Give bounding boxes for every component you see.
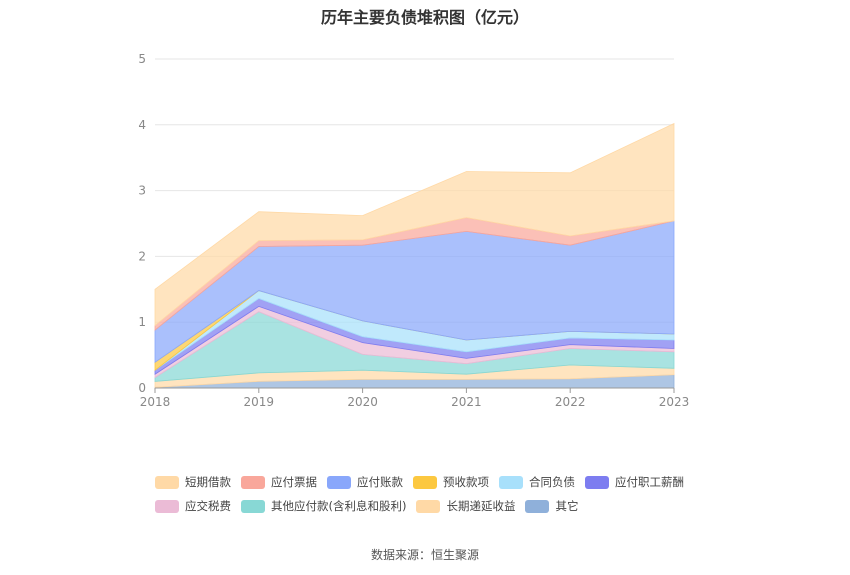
- legend-swatch: [585, 475, 609, 489]
- chart-title: 历年主要负债堆积图（亿元）: [320, 8, 529, 27]
- legend-label: 应付票据: [271, 475, 317, 489]
- legend-item[interactable]: 应交税费: [155, 498, 231, 514]
- legend-label: 其它: [555, 499, 579, 513]
- y-tick-label: 1: [138, 315, 146, 329]
- legend-label: 预收款项: [443, 475, 489, 489]
- legend-item[interactable]: 应付职工薪酬: [585, 474, 684, 490]
- axes: 0 1 2 3 4 5 2018 2019 2020 2021 2022 2023: [138, 52, 689, 409]
- legend-row: 应交税费 其他应付款(含利息和股利) 长期递延收益 其它: [155, 494, 715, 518]
- x-tick-label: 2022: [555, 395, 586, 409]
- data-source-note: 数据来源：恒生聚源: [370, 548, 479, 562]
- legend-swatch: [499, 475, 523, 489]
- legend-swatch: [327, 475, 351, 489]
- legend-swatch: [155, 475, 179, 489]
- legend-label: 应付职工薪酬: [615, 475, 684, 489]
- legend-swatch: [525, 499, 550, 513]
- legend-swatch: [241, 475, 265, 489]
- y-tick-label: 5: [138, 52, 146, 66]
- stacked-area-chart: 0 1 2 3 4 5 2018 2019 2020 2021 2022 2023: [138, 52, 689, 409]
- y-tick-label: 0: [138, 381, 146, 395]
- legend-item[interactable]: 应付票据: [241, 474, 317, 490]
- y-tick-label: 2: [138, 249, 146, 263]
- legend-label: 应付账款: [357, 475, 403, 489]
- legend-item[interactable]: 预收款项: [413, 474, 489, 490]
- legend-swatch: [241, 499, 265, 513]
- area-series-group: [154, 122, 675, 389]
- legend-swatch: [413, 475, 437, 489]
- legend: 短期借款 应付票据 应付账款 预收款项 合同负债 应付职工薪酬 应交税费 其他应付款(含利息…: [155, 470, 715, 518]
- x-tick-label: 2020: [347, 395, 378, 409]
- legend-label: 应交税费: [185, 499, 231, 513]
- y-tick-label: 3: [138, 184, 146, 198]
- legend-item[interactable]: 合同负债: [499, 474, 575, 490]
- legend-item[interactable]: 短期借款: [155, 474, 231, 490]
- x-tick-label: 2023: [659, 395, 690, 409]
- x-tick-label: 2018: [140, 395, 171, 409]
- y-tick-label: 4: [138, 118, 146, 132]
- area-series-短期借款[interactable]: [154, 122, 675, 327]
- legend-label: 长期递延收益: [446, 499, 516, 513]
- legend-swatch: [155, 499, 179, 513]
- legend-label: 其他应付款(含利息和股利): [271, 499, 407, 513]
- legend-swatch: [416, 499, 441, 513]
- legend-item[interactable]: 长期递延收益: [416, 498, 515, 514]
- legend-label: 短期借款: [185, 475, 231, 489]
- legend-item[interactable]: 其他应付款(含利息和股利): [241, 498, 406, 514]
- legend-label: 合同负债: [529, 475, 575, 489]
- legend-item[interactable]: 应付账款: [327, 474, 403, 490]
- x-tick-label: 2021: [451, 395, 482, 409]
- x-tick-label: 2019: [244, 395, 275, 409]
- legend-row: 短期借款 应付票据 应付账款 预收款项 合同负债 应付职工薪酬: [155, 470, 715, 494]
- legend-item[interactable]: 其它: [525, 498, 578, 514]
